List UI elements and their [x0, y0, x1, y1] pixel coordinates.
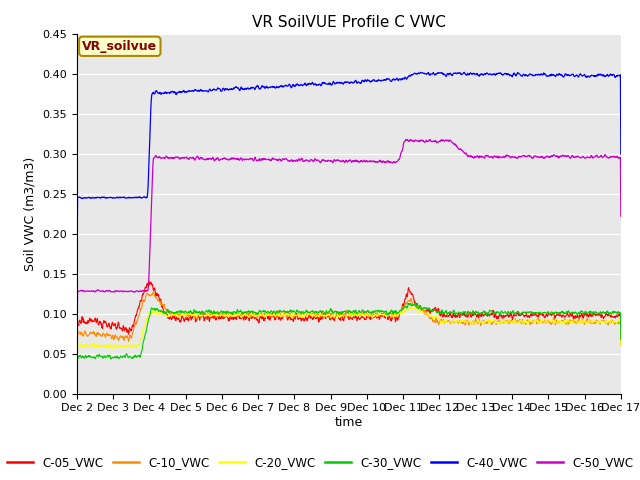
- C-50_VWC: [194, 154, 202, 159]
- X-axis label: time: time: [335, 416, 363, 429]
- C-50_VWC: [505, 153, 513, 159]
- C-20_VWC: [553, 320, 561, 325]
- C-05_VWC: [434, 310, 442, 315]
- C-10_VWC: [553, 317, 561, 323]
- C-20_VWC: [617, 343, 625, 348]
- Line: C-20_VWC: C-20_VWC: [77, 307, 621, 361]
- C-05_VWC: [505, 314, 513, 320]
- Line: C-10_VWC: C-10_VWC: [77, 292, 621, 354]
- Title: VR SoilVUE Profile C VWC: VR SoilVUE Profile C VWC: [252, 15, 445, 30]
- C-30_VWC: [617, 337, 625, 343]
- C-30_VWC: [180, 309, 188, 315]
- C-50_VWC: [617, 213, 625, 219]
- C-30_VWC: [553, 311, 561, 317]
- C-40_VWC: [617, 151, 625, 157]
- C-40_VWC: [505, 72, 513, 77]
- C-20_VWC: [408, 304, 415, 310]
- C-05_VWC: [553, 312, 561, 318]
- C-30_VWC: [73, 366, 81, 372]
- C-20_VWC: [255, 312, 262, 318]
- C-05_VWC: [145, 279, 153, 285]
- C-50_VWC: [255, 158, 262, 164]
- C-30_VWC: [255, 310, 262, 315]
- C-40_VWC: [194, 88, 202, 94]
- C-40_VWC: [73, 293, 81, 299]
- C-30_VWC: [194, 309, 202, 315]
- C-50_VWC: [553, 154, 561, 159]
- C-50_VWC: [73, 339, 81, 345]
- C-50_VWC: [434, 139, 442, 145]
- C-10_VWC: [149, 289, 157, 295]
- C-20_VWC: [505, 319, 513, 324]
- C-10_VWC: [505, 318, 513, 324]
- C-40_VWC: [434, 71, 442, 76]
- C-50_VWC: [406, 137, 414, 143]
- C-30_VWC: [505, 309, 513, 315]
- C-20_VWC: [194, 311, 202, 316]
- C-40_VWC: [417, 70, 424, 75]
- C-40_VWC: [255, 85, 262, 91]
- C-20_VWC: [180, 312, 188, 318]
- C-20_VWC: [434, 316, 442, 322]
- C-10_VWC: [617, 342, 625, 348]
- C-05_VWC: [255, 320, 263, 325]
- C-40_VWC: [553, 72, 561, 78]
- C-30_VWC: [412, 300, 419, 306]
- C-05_VWC: [73, 348, 81, 353]
- C-05_VWC: [195, 314, 202, 320]
- C-20_VWC: [73, 359, 81, 364]
- C-10_VWC: [434, 318, 442, 324]
- C-50_VWC: [180, 155, 188, 161]
- C-10_VWC: [73, 351, 81, 357]
- C-40_VWC: [180, 89, 188, 95]
- C-10_VWC: [255, 313, 263, 319]
- Y-axis label: Soil VWC (m3/m3): Soil VWC (m3/m3): [24, 156, 36, 271]
- C-10_VWC: [181, 312, 189, 317]
- Legend: C-05_VWC, C-10_VWC, C-20_VWC, C-30_VWC, C-40_VWC, C-50_VWC: C-05_VWC, C-10_VWC, C-20_VWC, C-30_VWC, …: [2, 452, 638, 474]
- Line: C-50_VWC: C-50_VWC: [77, 140, 621, 342]
- C-30_VWC: [434, 309, 442, 315]
- Line: C-40_VWC: C-40_VWC: [77, 72, 621, 296]
- Line: C-05_VWC: C-05_VWC: [77, 282, 621, 350]
- Line: C-30_VWC: C-30_VWC: [77, 303, 621, 369]
- C-05_VWC: [181, 317, 189, 323]
- C-10_VWC: [195, 311, 202, 317]
- C-05_VWC: [617, 338, 625, 344]
- Text: VR_soilvue: VR_soilvue: [82, 40, 157, 53]
